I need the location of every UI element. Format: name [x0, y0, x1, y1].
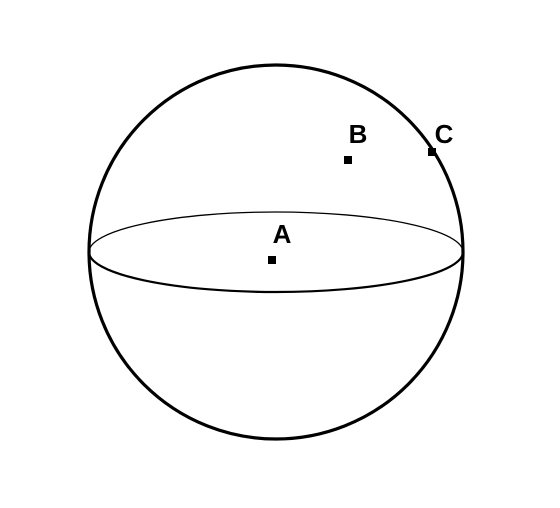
sphere-outline [89, 65, 463, 439]
equator-front [89, 252, 463, 292]
point-a [268, 256, 276, 264]
label-c: C [435, 119, 454, 150]
point-b [344, 156, 352, 164]
label-b: B [349, 119, 368, 150]
label-a: A [273, 219, 292, 250]
sphere-diagram [0, 0, 560, 508]
